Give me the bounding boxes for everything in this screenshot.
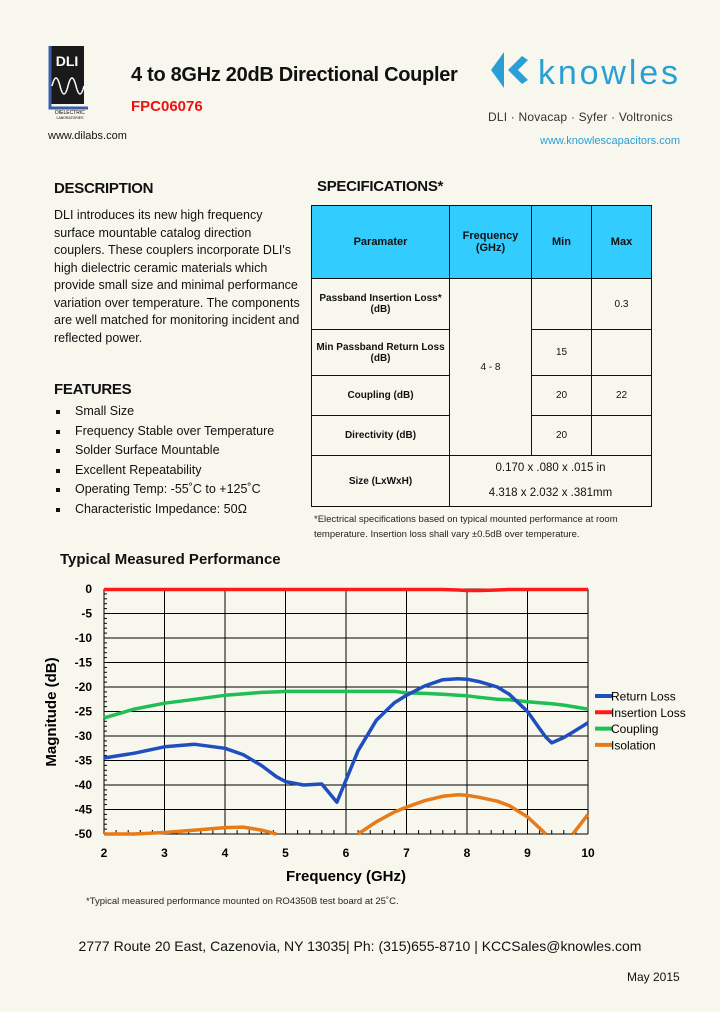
y-tick-label: 0 [85,582,92,596]
document-title: 4 to 8GHz 20dB Directional Coupler [131,64,458,86]
column-header: Paramater [311,205,450,279]
x-tick-label: 4 [222,846,229,860]
parameter-cell: Passband Insertion Loss* (dB) [311,278,450,330]
legend-label: Return Loss [611,690,676,704]
performance-chart: 2 3 4 5 6 7 8 9 10 0 -5 -10 -15 -20 -25 -30 -35 -40 -45 -50… [43,582,686,885]
legend-label: Isolation [611,738,656,752]
size-inches: 0.170 x .080 x .015 in [495,462,606,474]
specifications-heading: SPECIFICATIONS* [317,178,444,195]
feature-item: Frequency Stable over Temperature [54,424,274,444]
description-text: DLI introduces its new high frequency su… [54,208,300,345]
part-number: FPC06076 [131,98,203,115]
dli-logo: DLI DIELECTRIC LABORATORIES [48,46,88,120]
y-tick-label: -15 [75,656,93,670]
parameter-cell: Size (LxWxH) [311,455,450,507]
x-tick-label: 8 [464,846,471,860]
table-header-row: Paramater Frequency (GHz) Min Max [311,205,652,279]
min-cell [531,278,592,330]
max-cell [591,415,652,456]
max-cell [591,329,652,376]
size-mm: 4.318 x 2.032 x .381mm [488,487,613,499]
series-line-return-loss [103,676,589,804]
y-tick-label: -25 [75,705,93,719]
x-tick-label: 5 [282,846,289,860]
series-line-isolation [104,825,277,836]
series-line-insertion-loss [104,587,588,593]
table-row: Size (LxWxH) 0.170 x .080 x .015 in 4.318 … [311,455,652,507]
footer-date: May 2015 [627,970,680,984]
table-row: Directivity (dB) 20 [311,415,652,456]
feature-item: Solder Surface Mountable [54,443,274,463]
y-axis-label: Magnitude (dB) [43,657,60,766]
feature-item: Excellent Repeatability [54,463,274,483]
svg-text:knowles: knowles [538,54,678,92]
series-line-isolation [571,813,590,836]
feature-item: Operating Temp: -55˚C to +125˚C [54,482,274,502]
knowles-url-link[interactable]: www.knowlescapacitors.com [540,135,680,147]
y-tick-label: -45 [75,803,93,817]
series-line-coupling [103,689,589,720]
specifications-table: Paramater Frequency (GHz) Min Max Passband … [311,205,652,507]
column-header: Min [531,205,592,279]
legend-label: Insertion Loss [611,706,686,720]
x-tick-label: 2 [101,846,108,860]
table-row: Passband Insertion Loss* (dB) 4 - 8 0.3 [311,278,652,456]
y-tick-label: -35 [75,754,93,768]
y-tick-label: -30 [75,729,93,743]
x-tick-label: 7 [403,846,410,860]
features-heading: FEATURES [54,381,132,398]
features-list: Small Size Frequency Stable over Tempera… [54,404,274,521]
parameter-cell: Min Passband Return Loss (dB) [311,329,450,376]
x-tick-label: 9 [524,846,531,860]
chart-title: Typical Measured Performance [60,551,281,568]
min-cell: 20 [531,415,592,456]
parameter-cell: Directivity (dB) [311,415,450,456]
max-cell: 0.3 [591,278,652,330]
y-tick-label: -5 [81,607,92,621]
size-cell: 0.170 x .080 x .015 in 4.318 x 2.032 x .3… [449,455,652,507]
y-tick-label: -40 [75,778,93,792]
frequency-cell: 4 - 8 [449,278,532,456]
svg-text:DIELECTRIC: DIELECTRIC [55,110,85,116]
svg-text:DLI: DLI [56,53,79,69]
svg-text:LABORATORIES: LABORATORIES [57,116,85,120]
column-header: Frequency (GHz) [449,205,532,279]
max-cell: 22 [591,375,652,416]
y-tick-label: -10 [75,631,93,645]
y-tick-label: -50 [75,827,93,841]
chart-footnote: *Typical measured performance mounted on… [86,896,399,907]
footer-address: 2777 Route 20 East, Cazenovia, NY 13035|… [78,938,642,954]
feature-item: Characteristic Impedance: 50Ω [54,502,274,522]
x-tick-label: 3 [161,846,168,860]
parameter-cell: Coupling (dB) [311,375,450,416]
spec-footnote: *Electrical specifications based on typi… [314,514,618,540]
column-header: Max [591,205,652,279]
knowles-brands: DLI · Novacap · Syfer · Voltronics [488,110,673,124]
x-tick-label: 10 [581,846,595,860]
dli-url-link[interactable]: www.dilabs.com [48,130,127,142]
min-cell: 20 [531,375,592,416]
y-tick-label: -20 [75,680,93,694]
x-tick-label: 6 [343,846,350,860]
description-heading: DESCRIPTION [54,180,154,197]
x-axis-label: Frequency (GHz) [286,868,406,885]
min-cell: 15 [531,329,592,376]
feature-item: Small Size [54,404,274,424]
series-line-isolation [357,793,547,836]
knowles-logo: knowles [491,52,678,92]
legend-label: Coupling [611,722,658,736]
